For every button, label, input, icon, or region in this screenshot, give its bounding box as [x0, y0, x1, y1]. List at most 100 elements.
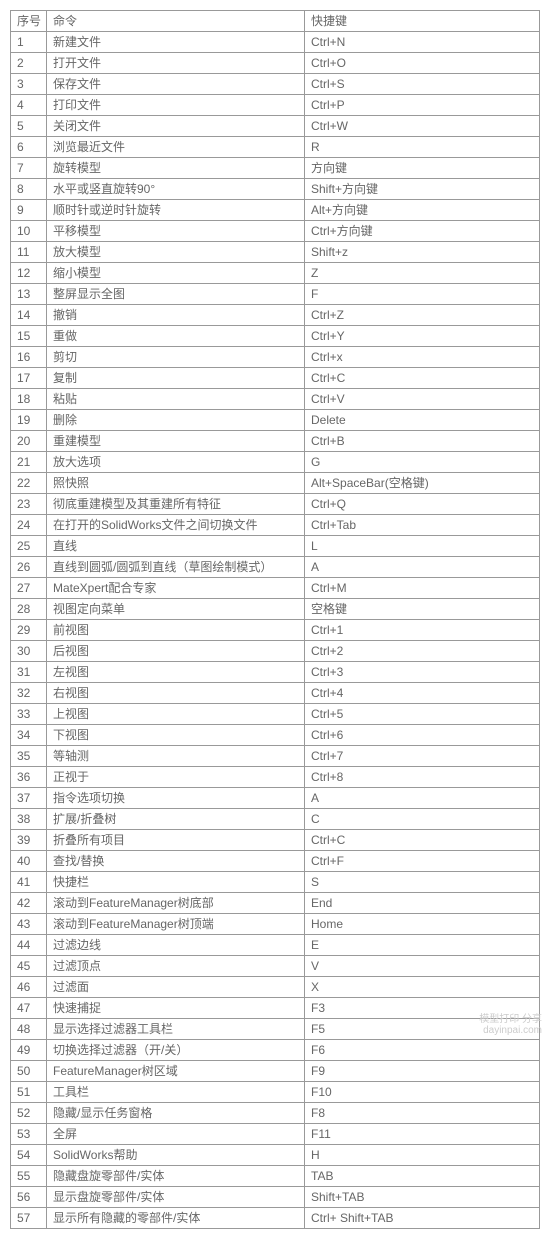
cell-idx: 15: [11, 326, 47, 347]
cell-idx: 53: [11, 1124, 47, 1145]
cell-key: Ctrl+M: [305, 578, 540, 599]
cell-key: F: [305, 284, 540, 305]
cell-key: Ctrl+6: [305, 725, 540, 746]
cell-key: Ctrl+7: [305, 746, 540, 767]
cell-key: Ctrl+8: [305, 767, 540, 788]
cell-cmd: 正视于: [47, 767, 305, 788]
cell-key: Ctrl+方向键: [305, 221, 540, 242]
table-row: 52隐藏/显示任务窗格F8: [11, 1103, 540, 1124]
table-row: 11放大模型Shift+z: [11, 242, 540, 263]
cell-cmd: 撤销: [47, 305, 305, 326]
cell-cmd: 粘贴: [47, 389, 305, 410]
cell-cmd: 滚动到FeatureManager树底部: [47, 893, 305, 914]
cell-key: E: [305, 935, 540, 956]
cell-idx: 46: [11, 977, 47, 998]
table-row: 33上视图Ctrl+5: [11, 704, 540, 725]
table-row: 27MateXpert配合专家Ctrl+M: [11, 578, 540, 599]
cell-key: Ctrl+Q: [305, 494, 540, 515]
table-row: 42滚动到FeatureManager树底部End: [11, 893, 540, 914]
cell-key: Shift+方向键: [305, 179, 540, 200]
table-row: 43滚动到FeatureManager树顶端Home: [11, 914, 540, 935]
table-row: 48显示选择过滤器工具栏F5: [11, 1019, 540, 1040]
cell-cmd: 保存文件: [47, 74, 305, 95]
cell-cmd: 照快照: [47, 473, 305, 494]
cell-cmd: 重做: [47, 326, 305, 347]
cell-cmd: 上视图: [47, 704, 305, 725]
cell-key: R: [305, 137, 540, 158]
cell-idx: 25: [11, 536, 47, 557]
cell-idx: 13: [11, 284, 47, 305]
cell-idx: 54: [11, 1145, 47, 1166]
cell-idx: 30: [11, 641, 47, 662]
cell-key: Ctrl+x: [305, 347, 540, 368]
cell-idx: 44: [11, 935, 47, 956]
table-row: 45过滤顶点V: [11, 956, 540, 977]
cell-cmd: 隐藏/显示任务窗格: [47, 1103, 305, 1124]
cell-cmd: 显示选择过滤器工具栏: [47, 1019, 305, 1040]
cell-idx: 42: [11, 893, 47, 914]
cell-key: A: [305, 557, 540, 578]
cell-key: S: [305, 872, 540, 893]
table-row: 56显示盘旋零部件/实体Shift+TAB: [11, 1187, 540, 1208]
table-row: 1新建文件Ctrl+N: [11, 32, 540, 53]
cell-key: V: [305, 956, 540, 977]
cell-key: Ctrl+P: [305, 95, 540, 116]
cell-idx: 17: [11, 368, 47, 389]
cell-idx: 10: [11, 221, 47, 242]
cell-cmd: MateXpert配合专家: [47, 578, 305, 599]
table-row: 28视图定向菜单空格键: [11, 599, 540, 620]
cell-idx: 24: [11, 515, 47, 536]
cell-idx: 18: [11, 389, 47, 410]
cell-idx: 12: [11, 263, 47, 284]
cell-idx: 40: [11, 851, 47, 872]
table-row: 44过滤边线E: [11, 935, 540, 956]
cell-cmd: 直线: [47, 536, 305, 557]
table-row: 12缩小模型Z: [11, 263, 540, 284]
cell-idx: 34: [11, 725, 47, 746]
cell-key: A: [305, 788, 540, 809]
cell-cmd: FeatureManager树区域: [47, 1061, 305, 1082]
table-row: 46过滤面X: [11, 977, 540, 998]
cell-idx: 8: [11, 179, 47, 200]
cell-key: TAB: [305, 1166, 540, 1187]
table-row: 38扩展/折叠树C: [11, 809, 540, 830]
cell-key: F3: [305, 998, 540, 1019]
cell-idx: 52: [11, 1103, 47, 1124]
table-row: 40查找/替换Ctrl+F: [11, 851, 540, 872]
table-row: 19删除Delete: [11, 410, 540, 431]
cell-idx: 5: [11, 116, 47, 137]
cell-key: Ctrl+Y: [305, 326, 540, 347]
cell-cmd: 切换选择过滤器（开/关）: [47, 1040, 305, 1061]
cell-cmd: 快速捕捉: [47, 998, 305, 1019]
table-row: 32右视图Ctrl+4: [11, 683, 540, 704]
table-row: 53全屏F11: [11, 1124, 540, 1145]
cell-cmd: 下视图: [47, 725, 305, 746]
cell-cmd: 折叠所有项目: [47, 830, 305, 851]
cell-key: Alt+方向键: [305, 200, 540, 221]
cell-cmd: 查找/替换: [47, 851, 305, 872]
cell-idx: 14: [11, 305, 47, 326]
cell-idx: 36: [11, 767, 47, 788]
cell-idx: 1: [11, 32, 47, 53]
cell-idx: 6: [11, 137, 47, 158]
cell-cmd: 旋转模型: [47, 158, 305, 179]
table-row: 5关闭文件Ctrl+W: [11, 116, 540, 137]
cell-key: Ctrl+5: [305, 704, 540, 725]
cell-idx: 31: [11, 662, 47, 683]
cell-idx: 41: [11, 872, 47, 893]
cell-key: Ctrl+O: [305, 53, 540, 74]
table-row: 7旋转模型方向键: [11, 158, 540, 179]
cell-key: F10: [305, 1082, 540, 1103]
cell-cmd: 前视图: [47, 620, 305, 641]
cell-cmd: 滚动到FeatureManager树顶端: [47, 914, 305, 935]
table-row: 54SolidWorks帮助H: [11, 1145, 540, 1166]
cell-idx: 27: [11, 578, 47, 599]
cell-cmd: 全屏: [47, 1124, 305, 1145]
cell-idx: 21: [11, 452, 47, 473]
cell-cmd: 显示盘旋零部件/实体: [47, 1187, 305, 1208]
header-cmd: 命令: [47, 11, 305, 32]
cell-key: F6: [305, 1040, 540, 1061]
cell-idx: 26: [11, 557, 47, 578]
cell-idx: 47: [11, 998, 47, 1019]
cell-cmd: 直线到圆弧/圆弧到直线（草图绘制模式）: [47, 557, 305, 578]
